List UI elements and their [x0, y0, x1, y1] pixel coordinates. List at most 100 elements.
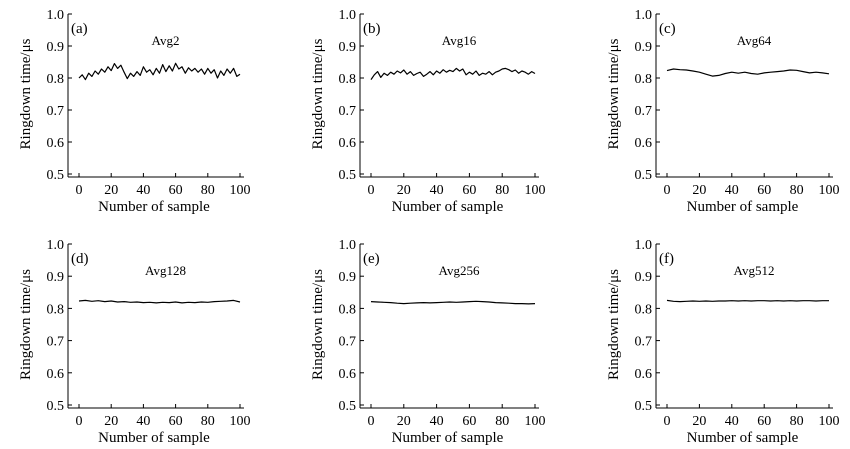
y-tick-label: 0.6 — [47, 367, 65, 382]
y-tick-label: 0.7 — [635, 104, 653, 119]
series-line — [666, 299, 829, 303]
x-tick-label: 100 — [230, 183, 251, 198]
x-tick-label: 80 — [201, 414, 215, 429]
y-tick-label: 0.5 — [47, 168, 65, 183]
y-tick-label: 0.8 — [47, 302, 65, 317]
chart-panel-d: 0.5 0.6 0.7 0.8 0.9 1.0 0 20 40 60 80 100 Number of … — [18, 238, 251, 446]
y-tick-label: 0.5 — [339, 399, 357, 414]
series-line — [78, 299, 241, 304]
x-tick-label: 40 — [136, 414, 150, 429]
y-tick-label: 1.0 — [635, 238, 653, 253]
x-tick-label: 80 — [790, 414, 804, 429]
y-axis-title: Ringdown time/μs — [18, 38, 34, 149]
series-line — [370, 67, 536, 80]
y-tick-label: 0.8 — [339, 302, 357, 317]
averaging-label: Avg2 — [152, 33, 180, 48]
averaging-label: Avg128 — [145, 263, 186, 278]
x-tick-label: 60 — [462, 183, 476, 198]
x-tick-label: 0 — [368, 183, 375, 198]
y-tick-label: 0.5 — [339, 168, 357, 183]
y-tick-label: 0.6 — [635, 367, 653, 382]
x-tick-label: 100 — [819, 183, 840, 198]
chart-panel-f: 0.5 0.6 0.7 0.8 0.9 1.0 0 20 40 60 80 100 Number of … — [606, 238, 840, 446]
panel-letter: (e) — [363, 251, 380, 267]
x-axis-title: Number of sample — [392, 199, 504, 215]
y-tick-label: 0.5 — [635, 399, 653, 414]
y-tick-label: 0.9 — [47, 40, 65, 55]
y-axis-title: Ringdown time/μs — [18, 269, 34, 380]
x-tick-label: 20 — [397, 183, 411, 198]
y-tick-label: 0.7 — [47, 104, 65, 119]
x-axis-title: Number of sample — [687, 430, 799, 446]
x-tick-label: 20 — [397, 414, 411, 429]
y-tick-label: 0.8 — [635, 302, 653, 317]
x-tick-label: 60 — [462, 414, 476, 429]
series-line — [78, 62, 241, 81]
y-tick-label: 0.5 — [635, 168, 653, 183]
y-axis-title: Ringdown time/μs — [310, 269, 326, 380]
x-tick-label: 100 — [525, 414, 546, 429]
x-axis-title: Number of sample — [98, 199, 210, 215]
chart-panel-a: 0.5 0.6 0.7 0.8 0.9 1.0 0 20 40 60 80 100 Number of … — [18, 8, 251, 215]
chart-panel-c: 0.5 0.6 0.7 0.8 0.9 1.0 0 20 40 60 80 100 Number of … — [606, 8, 840, 215]
x-tick-label: 0 — [664, 414, 671, 429]
x-tick-label: 40 — [725, 183, 739, 198]
x-tick-label: 80 — [201, 183, 215, 198]
y-tick-label: 0.8 — [339, 72, 357, 87]
x-tick-label: 20 — [692, 414, 706, 429]
x-tick-label: 0 — [76, 183, 83, 198]
y-tick-label: 0.7 — [635, 335, 653, 350]
x-tick-label: 100 — [819, 414, 840, 429]
y-tick-label: 0.6 — [47, 136, 65, 151]
x-tick-label: 0 — [664, 183, 671, 198]
series-line — [666, 68, 830, 77]
averaging-label: Avg256 — [439, 263, 480, 278]
x-tick-label: 80 — [495, 414, 509, 429]
x-tick-label: 60 — [169, 183, 183, 198]
chart-panel-b: 0.5 0.6 0.7 0.8 0.9 1.0 0 20 40 60 80 100 Number of … — [310, 8, 546, 215]
averaging-label: Avg16 — [442, 33, 477, 48]
x-tick-label: 40 — [430, 183, 444, 198]
x-tick-label: 20 — [104, 183, 118, 198]
y-tick-label: 1.0 — [635, 8, 653, 23]
panel-letter: (b) — [363, 21, 381, 37]
x-tick-label: 60 — [757, 414, 771, 429]
x-tick-label: 60 — [169, 414, 183, 429]
y-tick-label: 0.9 — [47, 270, 65, 285]
y-tick-label: 0.9 — [339, 40, 357, 55]
y-tick-label: 0.7 — [339, 104, 357, 119]
y-tick-label: 1.0 — [47, 8, 65, 23]
y-tick-label: 0.8 — [47, 72, 65, 87]
x-tick-label: 80 — [790, 183, 804, 198]
x-tick-label: 0 — [76, 414, 83, 429]
averaging-label: Avg64 — [737, 33, 772, 48]
x-tick-label: 40 — [725, 414, 739, 429]
y-tick-label: 0.7 — [339, 335, 357, 350]
panel-letter: (f) — [659, 251, 674, 267]
y-tick-label: 0.9 — [635, 270, 653, 285]
x-tick-label: 0 — [368, 414, 375, 429]
y-tick-label: 0.5 — [47, 399, 65, 414]
y-tick-label: 1.0 — [339, 238, 357, 253]
y-tick-label: 1.0 — [339, 8, 357, 23]
series-line — [370, 300, 536, 305]
averaging-label: Avg512 — [734, 263, 775, 278]
y-tick-label: 0.6 — [635, 136, 653, 151]
y-axis-title: Ringdown time/μs — [606, 38, 622, 149]
chart-panel-e: 0.5 0.6 0.7 0.8 0.9 1.0 0 20 40 60 80 100 Number of … — [310, 238, 546, 446]
x-tick-label: 20 — [692, 183, 706, 198]
y-tick-label: 0.8 — [635, 72, 653, 87]
panel-letter: (a) — [71, 21, 88, 37]
x-tick-label: 80 — [495, 183, 509, 198]
x-tick-label: 40 — [430, 414, 444, 429]
x-axis-title: Number of sample — [687, 199, 799, 215]
x-axis-title: Number of sample — [392, 430, 504, 446]
panel-letter: (d) — [71, 251, 89, 267]
y-tick-label: 1.0 — [47, 238, 65, 253]
y-axis-title: Ringdown time/μs — [606, 269, 622, 380]
x-tick-label: 100 — [230, 414, 251, 429]
x-tick-label: 20 — [104, 414, 118, 429]
y-tick-label: 0.9 — [635, 40, 653, 55]
x-tick-label: 60 — [757, 183, 771, 198]
